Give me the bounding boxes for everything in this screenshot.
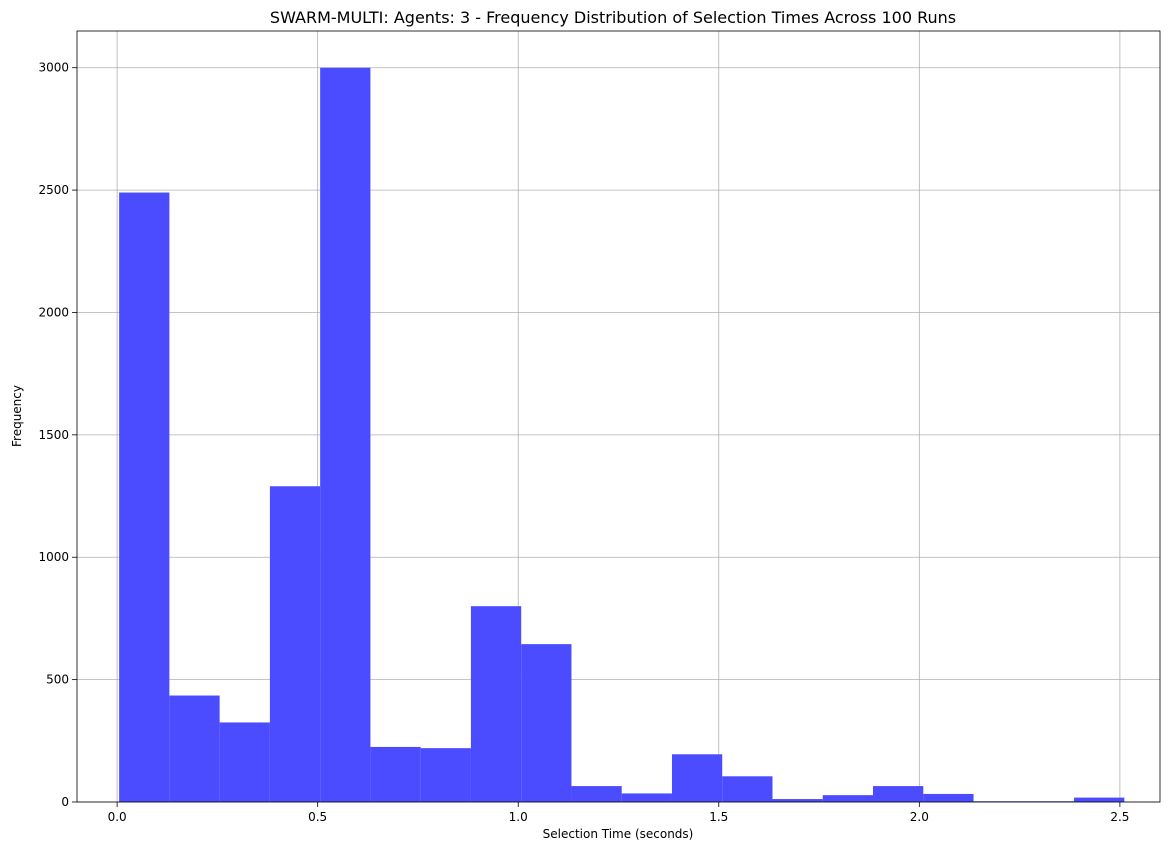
histogram-bar [119, 192, 170, 803]
histogram-bar [671, 754, 723, 802]
y-axis-label: Frequency [10, 385, 24, 447]
y-tick-label: 1000 [38, 550, 69, 564]
histogram-bar [470, 606, 522, 802]
x-tick-label: 0.5 [308, 810, 327, 824]
histogram-bar [320, 67, 371, 802]
y-tick-label: 1500 [38, 428, 69, 442]
histogram-bar [772, 799, 823, 802]
x-tick-label: 0.0 [108, 810, 127, 824]
x-tick-label: 2.0 [910, 810, 929, 824]
histogram-bar [219, 722, 270, 802]
histogram-bar [722, 776, 773, 802]
histogram-bar [370, 746, 421, 802]
histogram-bar [621, 793, 672, 802]
axis-ticks: 0.0 0.5 1.0 1.5 2.0 2.5 0 500 1000 1500 2000 2500 30… [38, 61, 1129, 824]
y-tick-label: 2000 [38, 305, 69, 319]
histogram-bar [923, 793, 974, 802]
y-tick-label: 3000 [38, 61, 69, 75]
x-tick-label: 2.5 [1110, 810, 1129, 824]
histogram-bar [169, 695, 220, 802]
histogram-bar [269, 486, 321, 802]
y-tick-label: 500 [46, 673, 69, 687]
histogram-bar [873, 786, 924, 802]
y-tick-label: 2500 [38, 183, 69, 197]
chart-title: SWARM-MULTI: Agents: 3 - Frequency Distr… [270, 8, 956, 27]
x-tick-label: 1.0 [509, 810, 528, 824]
histogram-bars [119, 67, 1125, 803]
grid-lines [77, 31, 1160, 803]
histogram-bar [420, 748, 471, 802]
x-tick-label: 1.5 [709, 810, 728, 824]
histogram-bar [571, 786, 622, 802]
y-tick-label: 0 [61, 795, 69, 809]
x-axis-label: Selection Time (seconds) [543, 827, 694, 841]
histogram-bar [1074, 797, 1125, 802]
histogram-bar [521, 644, 572, 802]
plot-frame [76, 30, 1161, 803]
histogram-bar [822, 795, 874, 802]
